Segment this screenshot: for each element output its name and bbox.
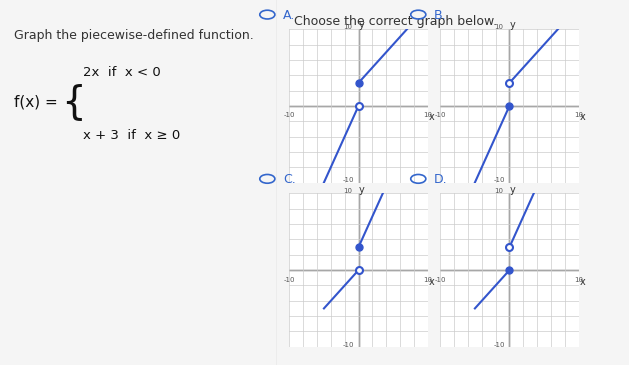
Text: -10: -10: [493, 177, 505, 184]
Text: Choose the correct graph below.: Choose the correct graph below.: [294, 15, 498, 28]
Text: Graph the piecewise-defined function.: Graph the piecewise-defined function.: [14, 29, 253, 42]
Text: D.: D.: [434, 173, 448, 186]
Text: x: x: [428, 112, 434, 122]
Text: y: y: [359, 20, 365, 30]
Text: 10: 10: [423, 112, 432, 118]
Text: f(x) =: f(x) =: [14, 95, 58, 110]
Text: -10: -10: [493, 342, 505, 348]
Text: {: {: [61, 83, 86, 121]
Text: y: y: [510, 185, 516, 195]
Text: A.: A.: [283, 9, 295, 22]
Text: 10: 10: [494, 24, 504, 30]
Text: y: y: [359, 185, 365, 195]
Text: -10: -10: [284, 112, 295, 118]
Text: 10: 10: [494, 188, 504, 195]
Text: x: x: [428, 277, 434, 287]
Text: 10: 10: [574, 277, 583, 283]
Text: x + 3  if  x ≥ 0: x + 3 if x ≥ 0: [83, 128, 181, 142]
Text: -10: -10: [435, 112, 446, 118]
Text: -10: -10: [342, 177, 354, 184]
Text: B.: B.: [434, 9, 447, 22]
Text: -10: -10: [284, 277, 295, 283]
Text: 10: 10: [343, 188, 353, 195]
Text: x: x: [579, 277, 585, 287]
Text: 2x  if  x < 0: 2x if x < 0: [83, 66, 161, 80]
Text: y: y: [510, 20, 516, 30]
Text: 10: 10: [574, 112, 583, 118]
Text: C.: C.: [283, 173, 296, 186]
Text: x: x: [579, 112, 585, 122]
Text: -10: -10: [342, 342, 354, 348]
Text: 10: 10: [343, 24, 353, 30]
Text: 10: 10: [423, 277, 432, 283]
Text: -10: -10: [435, 277, 446, 283]
